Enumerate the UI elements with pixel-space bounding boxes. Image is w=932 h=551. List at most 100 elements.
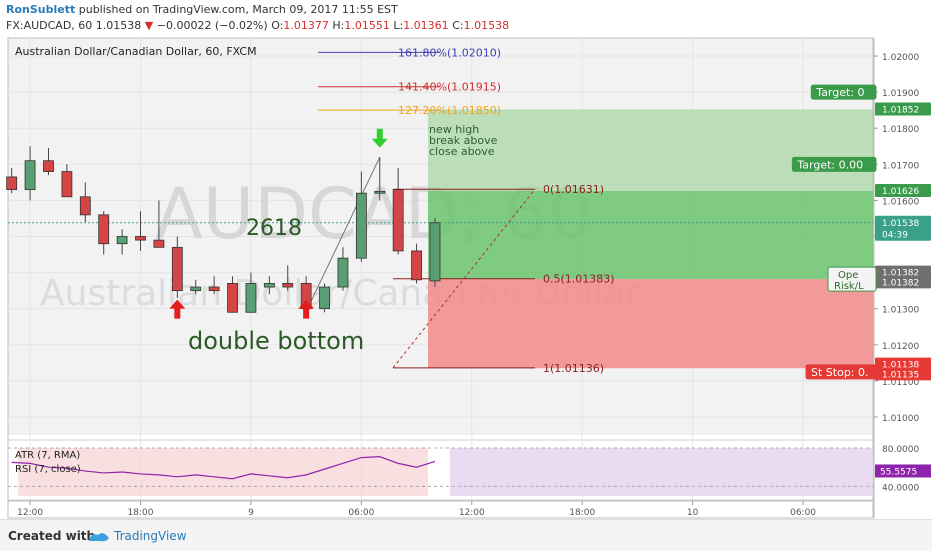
candle-body — [392, 189, 404, 252]
ohlc-close: 1.01538 — [463, 19, 510, 32]
chart-title: Australian Dollar/Canadian Dollar, 60, F… — [15, 45, 257, 58]
x-tick-label: 10 — [687, 508, 699, 518]
rsi-label: RSI (7, close) — [15, 464, 81, 475]
candle[interactable] — [227, 276, 238, 313]
stop-tag-bg — [805, 364, 877, 380]
price-axis-tag-bg — [875, 215, 931, 229]
candle[interactable] — [411, 243, 422, 284]
candle-body — [171, 246, 183, 292]
pattern-label[interactable]: double bottom — [188, 327, 364, 355]
ohlc-l-label: L: — [393, 19, 404, 32]
candle[interactable] — [61, 164, 73, 198]
candle[interactable] — [208, 276, 220, 295]
x-tick-label: 12:00 — [17, 508, 43, 518]
candle[interactable] — [319, 283, 330, 313]
candle[interactable] — [6, 167, 18, 194]
candle[interactable] — [355, 171, 367, 262]
fib-label: 0(1.01631) — [543, 183, 604, 196]
candle-body — [43, 160, 54, 172]
price-axis-tag-label: 1.01382 — [882, 278, 919, 288]
candle[interactable] — [153, 200, 165, 248]
trend-line[interactable] — [303, 156, 381, 317]
candle[interactable] — [79, 182, 91, 223]
candle[interactable] — [171, 236, 183, 298]
ohlc-low: 1.01361 — [403, 19, 449, 32]
candle-body — [98, 214, 110, 245]
candle-body — [208, 286, 220, 292]
price-axis-tag-label: 1.01382 — [882, 269, 919, 279]
up-arrow-icon[interactable] — [298, 299, 315, 319]
fib-label: 1(1.01136) — [543, 362, 604, 375]
price-axis-tag-label: 1.01852 — [882, 105, 919, 115]
candle[interactable] — [116, 229, 128, 255]
tradingview-brand[interactable]: TradingView — [114, 529, 187, 543]
ohlc-o-label: O: — [271, 19, 284, 32]
candle-body — [263, 283, 275, 288]
candle[interactable] — [190, 279, 202, 295]
candle[interactable] — [374, 157, 386, 201]
open-tag-bg — [827, 266, 877, 292]
candle[interactable] — [282, 265, 294, 291]
price-axis-tag: 1.01852 — [875, 102, 931, 116]
note-line[interactable]: break above — [429, 134, 498, 147]
candle-body — [227, 283, 238, 313]
tradingview-logo-icon[interactable] — [88, 529, 110, 543]
x-tick-label: 9 — [248, 508, 254, 518]
price-axis-tag-bg — [875, 184, 931, 198]
ohlc-h-label: H: — [332, 19, 345, 32]
rsi-band-future — [450, 448, 873, 496]
candle-body — [411, 250, 422, 281]
note-line[interactable]: close above — [429, 145, 495, 158]
candle[interactable] — [337, 247, 349, 291]
risk-tag-label: Risk/L — [834, 281, 864, 292]
price-axis-tag: 1.01538 — [875, 215, 931, 229]
y-tick-label: 1.01300 — [882, 306, 919, 316]
price-axis-tag: 04:39 — [875, 227, 931, 241]
note-line[interactable]: new high — [429, 123, 479, 136]
candle-body — [79, 196, 91, 216]
up-arrow-icon[interactable] — [169, 299, 186, 319]
price-axis-tag: 1.01626 — [875, 184, 931, 198]
price-axis-tag-bg — [875, 227, 931, 241]
author-link[interactable]: RonSublett — [6, 3, 76, 16]
stop-tag[interactable]: St Stop: 0. — [805, 364, 877, 380]
footer-bar: Created with TradingView — [0, 519, 932, 551]
candle[interactable] — [263, 276, 275, 295]
fib-trend-line[interactable] — [392, 188, 536, 369]
down-arrow-icon[interactable] — [371, 128, 388, 148]
candle[interactable] — [24, 146, 36, 201]
down-arrow-icon: ▼ — [144, 19, 154, 32]
inner-target-zone — [428, 191, 873, 280]
candle-body — [135, 236, 146, 241]
price-axis-tag-bg — [875, 102, 931, 116]
candle-body — [282, 283, 294, 288]
price-axis-tag: 1.01135 — [875, 367, 931, 381]
header-bar: RonSublett published on TradingView.com,… — [0, 0, 932, 38]
rsi-value-tag-bg — [875, 464, 931, 478]
stop-tag-label: St Stop: 0. — [811, 366, 869, 379]
fib-label: 127.20%(1.01850) — [398, 104, 501, 117]
target-tag-label: Target: 0.00 — [796, 158, 863, 171]
target-tag[interactable]: Target: 0.00 — [791, 156, 877, 172]
ohlc-c-label: C: — [452, 19, 464, 32]
target-tag[interactable]: Target: 0 — [810, 84, 877, 100]
candle-body — [61, 171, 73, 198]
fib-label: 0.5(1.01383) — [543, 273, 615, 286]
candle[interactable] — [135, 211, 146, 251]
candle[interactable] — [429, 218, 441, 287]
candle[interactable] — [392, 167, 404, 255]
number-label[interactable]: 2618 — [246, 216, 302, 241]
change-text: −0.00022 (−0.02%) — [156, 19, 268, 32]
candle[interactable] — [245, 272, 257, 313]
rsi-value-tag-label: 55.5575 — [880, 467, 917, 477]
price-axis-tag: 1.01382 — [875, 275, 931, 289]
rsi-line[interactable] — [11, 456, 436, 480]
candle-body — [153, 239, 165, 248]
candle-body — [429, 222, 441, 282]
x-tick-label: 06:00 — [790, 508, 816, 518]
candle[interactable] — [43, 148, 54, 176]
atr-label: ATR (7, RMA) — [15, 450, 80, 461]
candle[interactable] — [98, 211, 110, 255]
